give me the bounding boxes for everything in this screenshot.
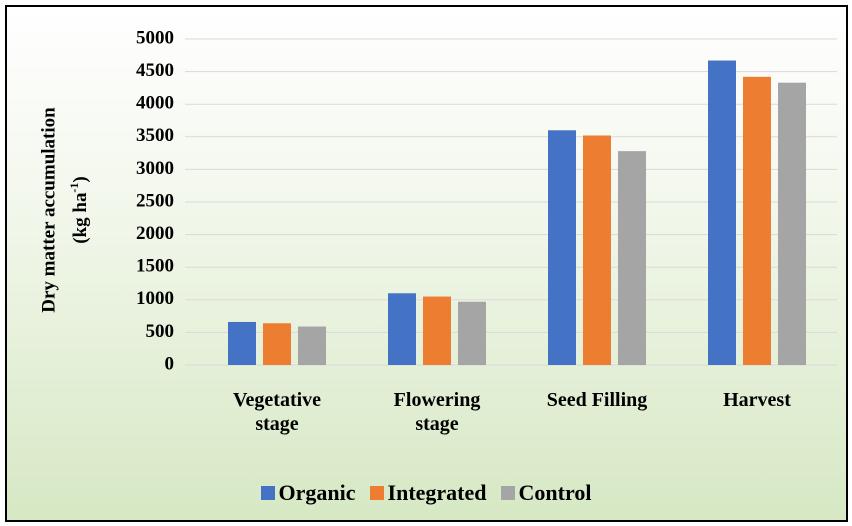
y-tick-label: 0	[165, 353, 175, 374]
legend: Organic Integrated Control	[0, 480, 852, 506]
legend-swatch	[369, 486, 384, 500]
y-tick-label: 1000	[136, 288, 174, 309]
x-tick-label: Vegetative stage	[232, 389, 322, 435]
y-axis-unit-text: (kg ha	[70, 192, 91, 244]
y-tick-label: 500	[146, 321, 175, 342]
legend-item: Organic	[260, 480, 356, 506]
y-tick-label: 5000	[136, 27, 174, 48]
chart-frame	[5, 5, 848, 522]
y-tick-label: 4500	[136, 60, 174, 81]
y-tick-label: 1500	[136, 256, 174, 277]
legend-item: Control	[500, 480, 592, 506]
bar	[618, 151, 646, 365]
legend-label: Organic	[278, 480, 356, 505]
y-axis-unit-close: )	[70, 176, 91, 182]
y-tick-label: 3000	[136, 158, 174, 179]
bar	[263, 323, 291, 365]
bar	[458, 301, 486, 365]
y-tick-label: 4000	[136, 93, 174, 114]
x-tick-label: Seed Filling	[546, 389, 648, 411]
bar	[388, 293, 416, 365]
x-tick-label: Harvest	[723, 389, 791, 411]
legend-swatch	[500, 486, 515, 500]
legend-label: Integrated	[387, 480, 487, 505]
bar	[548, 130, 576, 365]
y-axis-unit: (kg ha-1)	[67, 176, 92, 244]
y-tick-label: 2000	[136, 223, 174, 244]
bar	[298, 326, 326, 365]
legend-swatch	[260, 486, 275, 500]
bar	[743, 76, 771, 365]
x-tick-label: Flowering stage	[393, 389, 481, 435]
y-axis-unit-exponent: -1	[67, 183, 81, 193]
legend-label: Control	[518, 480, 592, 505]
y-axis-label: Dry matter accumulation	[38, 107, 59, 313]
bar	[708, 60, 736, 366]
legend-item: Integrated	[369, 480, 487, 506]
y-tick-label: 2500	[136, 190, 174, 211]
bar	[228, 321, 256, 365]
y-tick-label: 3500	[136, 125, 174, 146]
bar	[423, 296, 451, 365]
bar	[778, 82, 806, 366]
bar	[583, 135, 611, 365]
